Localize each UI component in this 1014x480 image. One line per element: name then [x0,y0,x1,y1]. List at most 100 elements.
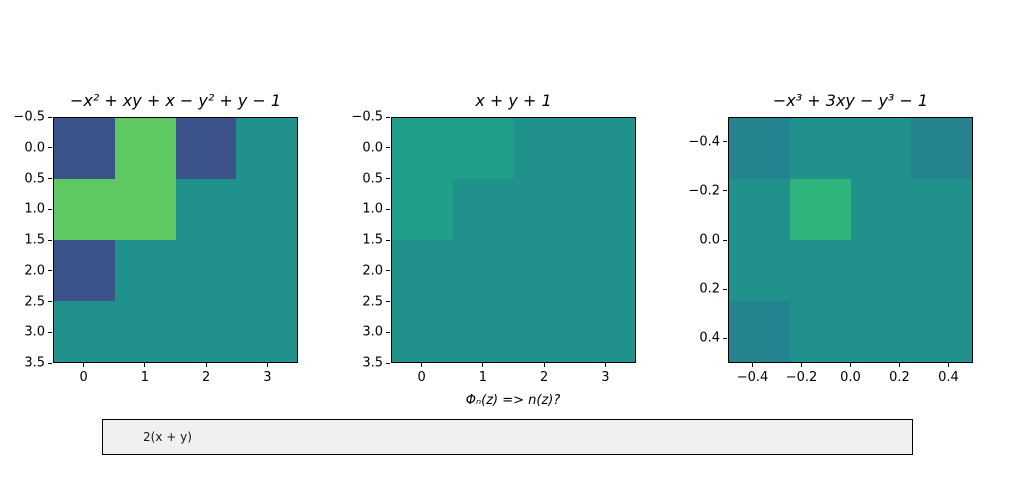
x-tick-mark [899,363,900,367]
heatmap-cell [392,179,453,240]
heatmap-cell [911,179,972,240]
y-tick-mark [386,362,390,364]
x-tick-label: 0.0 [840,370,861,385]
y-tick-label: 1.5 [362,232,383,248]
heatmap-cell [392,301,453,362]
y-tick-mark [48,301,52,302]
y-tick-label: 2.5 [362,294,383,309]
x-tick-label: 0 [417,370,426,385]
y-tick-mark [48,178,52,179]
heatmap-plot [391,117,636,363]
heatmap-cell [114,240,176,301]
heatmap-cell [452,118,514,179]
heatmap-cell [789,118,851,179]
x-tick-mark [948,363,949,367]
heatmap-cell [729,179,790,240]
x-tick-mark [266,363,268,367]
heatmap-cell [114,179,176,240]
x-tick-label: 1 [478,370,488,385]
x-tick-mark [543,363,545,367]
heatmap-cell [574,240,635,301]
y-tick-mark [48,331,52,333]
x-tick-mark [83,363,85,367]
heatmap-cell [54,118,115,179]
y-tick-label: 3.0 [362,324,383,340]
heatmap-cell [54,240,115,301]
heatmap-cell [54,301,115,362]
x-tick-mark [604,363,606,367]
heatmap-cell [513,118,575,179]
y-tick-mark [386,301,390,302]
x-tick-label: 0.2 [889,370,910,385]
y-tick-mark [386,178,390,179]
heatmap-cell [513,301,575,362]
y-tick-mark [386,208,390,210]
heatmap-cell [452,240,514,301]
x-tick-mark [752,363,753,367]
answer-textbox[interactable]: 2(x + y) [102,419,913,455]
y-tick-mark [386,270,390,272]
heatmap-cell [574,118,635,179]
y-tick-mark [48,270,52,272]
y-tick-mark [723,337,727,339]
heatmap-cell [175,179,237,240]
heatmap-plot [53,117,298,363]
heatmap-cell [392,118,453,179]
y-tick-label: 2.0 [362,263,383,279]
heatmap-cell [114,118,176,179]
heatmap-cell [452,301,514,362]
y-tick-label: 1.5 [24,232,45,248]
y-tick-mark [386,116,390,118]
x-tick-mark [421,363,423,367]
x-tick-mark [482,363,484,367]
y-tick-mark [386,147,390,149]
heatmap-cell [175,240,237,301]
x-tick-label: 0 [79,370,88,385]
y-tick-mark [386,331,390,333]
x-tick-mark [850,363,851,367]
x-tick-label: 3 [263,370,272,385]
y-tick-mark [48,208,52,210]
y-tick-mark [723,288,727,290]
heatmap-cell [789,179,851,240]
heatmap-cell [850,301,912,362]
plot-title: −x² + xy + x − y² + y − 1 [69,91,282,110]
heatmap-cell [236,301,297,362]
y-tick-mark [48,147,52,149]
x-tick-label: 0.4 [938,370,959,385]
y-tick-label: 3.0 [24,324,45,340]
answer-textbox-value: 2(x + y) [143,430,192,444]
heatmap-plot [728,117,973,363]
y-tick-label: 0.0 [362,140,383,156]
y-tick-label: 0.0 [699,232,720,248]
heatmap-cell [54,179,115,240]
heatmap-cell [236,118,297,179]
x-tick-label: −0.2 [785,370,818,385]
heatmap-cell [236,240,297,301]
heatmap-cell [513,240,575,301]
question-label: Φₙ(z) => n(z)? [465,393,561,408]
y-tick-label: −0.5 [13,109,45,125]
heatmap-cell [850,118,912,179]
heatmap-cell [513,179,575,240]
heatmap-cell [452,179,514,240]
y-tick-label: 0.4 [699,330,720,346]
heatmap-cell [729,240,790,301]
y-tick-mark [723,239,727,241]
x-tick-mark [801,363,802,367]
heatmap-cell [729,118,790,179]
y-tick-label: −0.4 [688,134,720,150]
x-tick-label: 2 [539,370,549,385]
y-tick-mark [386,239,390,241]
y-tick-label: 2.5 [24,294,45,309]
heatmap-cell [574,179,635,240]
y-tick-label: 1.0 [362,201,383,217]
y-tick-label: 1.0 [24,201,45,217]
y-tick-mark [48,116,52,118]
heatmap-cell [114,301,176,362]
heatmap-cell [911,118,972,179]
y-tick-label: −0.5 [351,109,383,125]
y-tick-label: 0.2 [699,281,720,297]
y-tick-mark [48,239,52,241]
